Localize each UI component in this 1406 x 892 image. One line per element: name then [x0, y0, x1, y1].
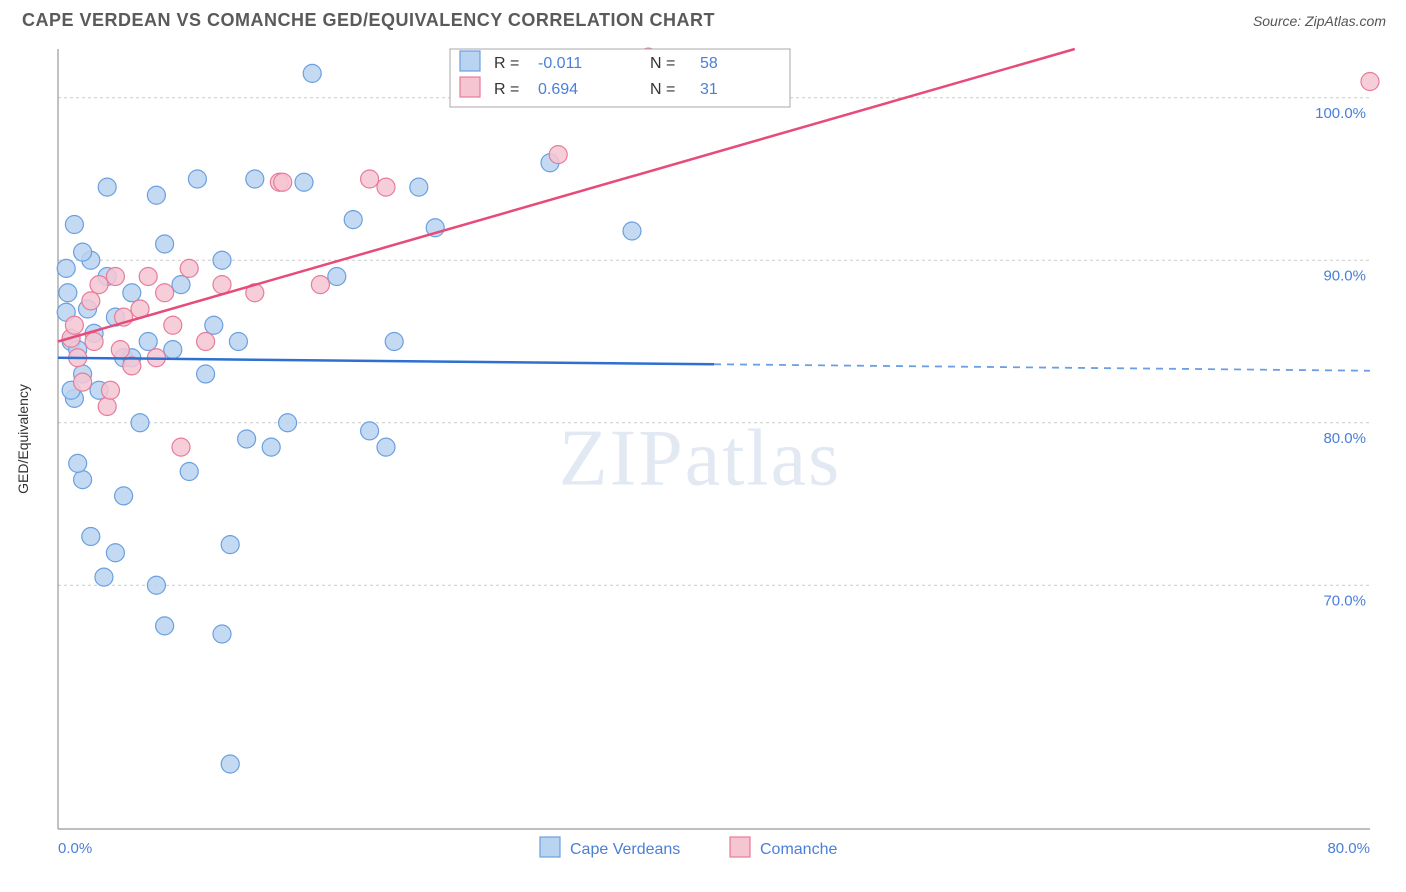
scatter-point — [98, 178, 116, 196]
scatter-point — [274, 173, 292, 191]
scatter-point — [303, 64, 321, 82]
scatter-point — [213, 276, 231, 294]
scatter-point — [69, 454, 87, 472]
scatter-point — [188, 170, 206, 188]
x-tick-label: 80.0% — [1327, 840, 1370, 857]
source-label: Source: ZipAtlas.com — [1253, 13, 1386, 29]
scatter-point — [623, 222, 641, 240]
scatter-point — [229, 333, 247, 351]
legend-swatch — [460, 51, 480, 71]
legend-r-value: -0.011 — [538, 55, 582, 72]
scatter-point — [59, 284, 77, 302]
scatter-point — [101, 381, 119, 399]
scatter-point — [139, 268, 157, 286]
scatter-point — [377, 438, 395, 456]
scatter-point — [361, 422, 379, 440]
scatter-point — [95, 568, 113, 586]
x-tick-label: 0.0% — [58, 840, 92, 857]
scatter-point — [147, 186, 165, 204]
scatter-point — [344, 211, 362, 229]
chart-container: ZIPatlas 70.0%80.0%90.0%100.0%0.0%80.0%G… — [10, 39, 1390, 879]
scatter-point — [385, 333, 403, 351]
legend-swatch — [460, 77, 480, 97]
y-tick-label: 90.0% — [1323, 267, 1366, 284]
scatter-point — [205, 316, 223, 334]
scatter-point — [172, 276, 190, 294]
scatter-point — [180, 259, 198, 277]
scatter-point — [106, 268, 124, 286]
scatter-point — [65, 316, 83, 334]
legend-n-label: N = — [650, 55, 675, 72]
scatter-point — [164, 316, 182, 334]
y-tick-label: 100.0% — [1315, 105, 1366, 122]
scatter-point — [238, 430, 256, 448]
scatter-point — [221, 536, 239, 554]
header: CAPE VERDEAN VS COMANCHE GED/EQUIVALENCY… — [0, 0, 1406, 39]
scatter-point — [180, 463, 198, 481]
scatter-chart: 70.0% 80.0% 90.0% 100.0% 0.0% 80.0% GED/Equiva… — [10, 39, 1390, 879]
scatter-point — [57, 259, 75, 277]
scatter-point — [549, 146, 567, 164]
scatter-point — [1361, 73, 1379, 91]
scatter-point — [172, 438, 190, 456]
scatter-point — [311, 276, 329, 294]
scatter-point — [213, 251, 231, 269]
scatter-point — [164, 341, 182, 359]
scatter-point — [111, 341, 129, 359]
y-axis-title: GED/Equivalency — [15, 384, 31, 494]
scatter-point — [246, 170, 264, 188]
legend-r-value: 0.694 — [538, 81, 578, 98]
scatter-point — [295, 173, 313, 191]
scatter-point — [213, 625, 231, 643]
scatter-point — [147, 576, 165, 594]
scatter-point — [197, 333, 215, 351]
scatter-point — [377, 178, 395, 196]
scatter-point — [361, 170, 379, 188]
scatter-point — [156, 235, 174, 253]
series-legend-swatch — [540, 837, 560, 857]
scatter-point — [197, 365, 215, 383]
scatter-point — [410, 178, 428, 196]
scatter-point — [85, 333, 103, 351]
series-legend-label: Cape Verdeans — [570, 841, 680, 858]
y-tick-label: 80.0% — [1323, 430, 1366, 447]
scatter-point — [74, 471, 92, 489]
legend-n-label: N = — [650, 81, 675, 98]
legend-n-value: 31 — [700, 81, 718, 98]
scatter-point — [279, 414, 297, 432]
trend-line-dashed — [714, 364, 1370, 371]
scatter-point — [262, 438, 280, 456]
scatter-point — [74, 373, 92, 391]
scatter-point — [82, 528, 100, 546]
legend-r-label: R = — [494, 81, 519, 98]
y-tick-label: 70.0% — [1323, 592, 1366, 609]
legend-r-label: R = — [494, 55, 519, 72]
scatter-point — [221, 755, 239, 773]
scatter-point — [106, 544, 124, 562]
series-legend-label: Comanche — [760, 841, 837, 858]
scatter-point — [139, 333, 157, 351]
scatter-point — [131, 414, 149, 432]
scatter-point — [156, 617, 174, 635]
legend-n-value: 58 — [700, 55, 718, 72]
series-legend-swatch — [730, 837, 750, 857]
scatter-point — [156, 284, 174, 302]
scatter-point — [65, 216, 83, 234]
scatter-point — [115, 487, 133, 505]
scatter-point — [123, 284, 141, 302]
scatter-point — [98, 398, 116, 416]
scatter-point — [82, 292, 100, 310]
chart-title: CAPE VERDEAN VS COMANCHE GED/EQUIVALENCY… — [22, 10, 715, 31]
scatter-point — [328, 268, 346, 286]
scatter-point — [90, 276, 108, 294]
scatter-point — [74, 243, 92, 261]
